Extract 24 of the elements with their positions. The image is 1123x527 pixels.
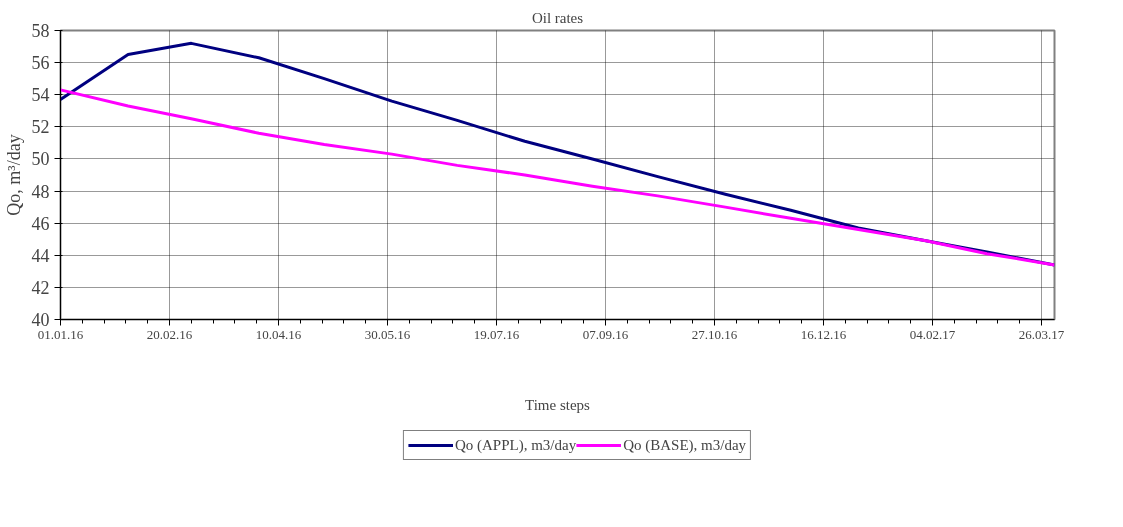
y-tick-label: 42 — [31, 277, 50, 298]
y-tick-label: 58 — [31, 21, 50, 41]
legend-label: Qo (APPL), m3/day — [454, 436, 577, 454]
x-tick-label: 07.09.16 — [582, 326, 629, 342]
x-tick-label: 16.12.16 — [800, 326, 847, 342]
x-tick-label: 27.10.16 — [691, 326, 738, 342]
x-tick-label: 20.02.16 — [146, 326, 193, 342]
y-tick-label: 44 — [31, 245, 50, 266]
x-tick-label: 30.05.16 — [364, 326, 411, 342]
x-tick-label: 26.03.17 — [1018, 326, 1065, 342]
y-tick-label: 46 — [31, 213, 50, 234]
legend-label: Qo (BASE), m3/day — [623, 436, 747, 454]
chart-title: Oil rates — [531, 9, 584, 26]
x-tick-label: 10.04.16 — [255, 326, 302, 342]
x-axis-title: Time steps — [525, 396, 591, 413]
y-tick-label: 50 — [31, 149, 50, 170]
y-axis-title: Qo, m³/day — [3, 134, 24, 216]
y-tick-label: 52 — [31, 117, 50, 138]
line-series — [60, 88, 1055, 267]
y-tick-label: 56 — [31, 53, 50, 74]
x-tick-label: 04.02.17 — [909, 326, 956, 342]
y-tick-label: 54 — [31, 85, 50, 106]
x-tick-label: 19.07.16 — [473, 326, 520, 342]
y-tick-label: 48 — [31, 181, 50, 202]
